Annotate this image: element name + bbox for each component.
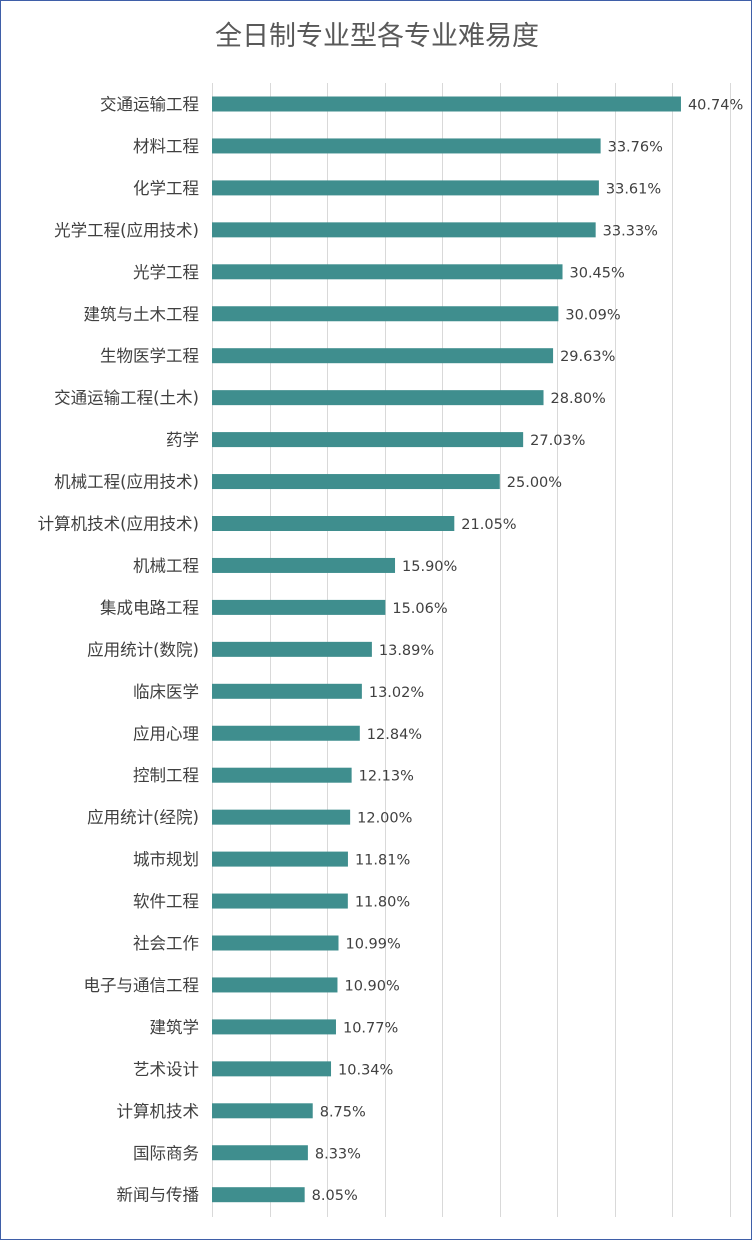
- bar: [212, 557, 396, 573]
- data-label: 13.02%: [369, 685, 424, 701]
- bar: [212, 138, 601, 154]
- data-label: 10.99%: [346, 937, 401, 953]
- category-label: 光学工程(应用技术): [54, 221, 199, 240]
- data-label: 33.76%: [608, 139, 663, 155]
- bar: [212, 1061, 332, 1077]
- data-label: 30.09%: [565, 307, 620, 323]
- bar: [212, 516, 455, 531]
- bar: [212, 264, 563, 280]
- bar: [212, 348, 554, 364]
- data-label: 15.90%: [402, 559, 457, 575]
- category-label: 计算机技术(应用技术): [38, 515, 199, 534]
- bar: [212, 809, 351, 825]
- data-label: 13.89%: [379, 643, 434, 659]
- data-label: 8.05%: [312, 1188, 358, 1204]
- category-label: 交通运输工程: [100, 95, 199, 114]
- data-label: 30.45%: [570, 265, 625, 281]
- category-label: 应用心理: [133, 724, 199, 743]
- category-label: 国际商务: [133, 1144, 199, 1163]
- category-label: 城市规划: [133, 850, 199, 869]
- category-label: 材料工程: [133, 137, 199, 156]
- data-label: 25.00%: [507, 475, 562, 491]
- bar: [212, 96, 681, 112]
- bar: [212, 977, 338, 993]
- data-label: 8.75%: [320, 1104, 366, 1120]
- bar: [212, 1019, 336, 1035]
- category-label: 计算机技术: [117, 1102, 200, 1121]
- category-label: 机械工程: [133, 556, 199, 575]
- bar: [212, 390, 544, 406]
- category-label: 建筑学: [150, 1018, 200, 1037]
- bar: [212, 725, 360, 741]
- bar: [212, 683, 362, 699]
- bar: [212, 767, 352, 783]
- chart-title: 全日制专业型各专业难易度: [215, 21, 539, 52]
- category-label: 艺术设计: [133, 1060, 199, 1079]
- category-label: 集成电路工程: [100, 598, 199, 617]
- data-label: 11.80%: [355, 895, 410, 911]
- bar: [212, 599, 386, 615]
- category-label: 应用统计(数院): [87, 640, 199, 659]
- category-label: 临床医学: [133, 682, 199, 701]
- data-label: 33.61%: [606, 181, 661, 197]
- category-label: 机械工程(应用技术): [54, 473, 199, 492]
- bar: [212, 474, 500, 490]
- data-label: 8.33%: [315, 1146, 361, 1162]
- category-label: 建筑与土木工程: [84, 305, 200, 324]
- data-label: 12.84%: [367, 727, 422, 743]
- category-label: 交通运输工程(土木): [54, 389, 199, 408]
- bar: [212, 893, 348, 909]
- category-label: 社会工作: [133, 934, 199, 953]
- bar: [212, 432, 524, 448]
- data-label: 29.63%: [560, 349, 615, 365]
- bar: [212, 180, 599, 196]
- bar: [212, 306, 559, 322]
- bar: [212, 1103, 313, 1119]
- data-label: 11.81%: [355, 853, 410, 869]
- category-label: 生物医学工程: [100, 347, 199, 366]
- data-label: 10.77%: [343, 1020, 398, 1036]
- data-label: 28.80%: [551, 391, 606, 407]
- category-label: 软件工程: [133, 892, 199, 911]
- bar: [212, 222, 596, 238]
- data-label: 15.06%: [392, 601, 447, 617]
- bar: [212, 1145, 308, 1161]
- bar: [212, 935, 339, 951]
- category-label: 电子与通信工程: [84, 976, 200, 995]
- data-label: 12.13%: [359, 769, 414, 785]
- bar: [212, 1187, 305, 1203]
- bar: [212, 851, 348, 867]
- value-labels: 40.74% 33.76% 33.61% 33.33% 30.45% 30.09% 29.6…: [312, 98, 744, 1205]
- data-label: 21.05%: [461, 517, 516, 533]
- data-label: 10.34%: [338, 1062, 393, 1078]
- data-label: 33.33%: [603, 223, 658, 239]
- data-label: 40.74%: [688, 98, 743, 114]
- data-label: 27.03%: [530, 433, 585, 449]
- bars: [212, 96, 681, 1203]
- category-label: 控制工程: [133, 766, 199, 785]
- category-label: 化学工程: [133, 179, 199, 198]
- bar: [212, 641, 372, 657]
- category-label: 应用统计(经院): [87, 808, 199, 827]
- category-label: 新闻与传播: [117, 1186, 200, 1205]
- category-label: 药学: [166, 431, 199, 450]
- data-label: 12.00%: [357, 811, 412, 827]
- data-label: 10.90%: [344, 978, 399, 994]
- category-label: 光学工程: [133, 263, 199, 282]
